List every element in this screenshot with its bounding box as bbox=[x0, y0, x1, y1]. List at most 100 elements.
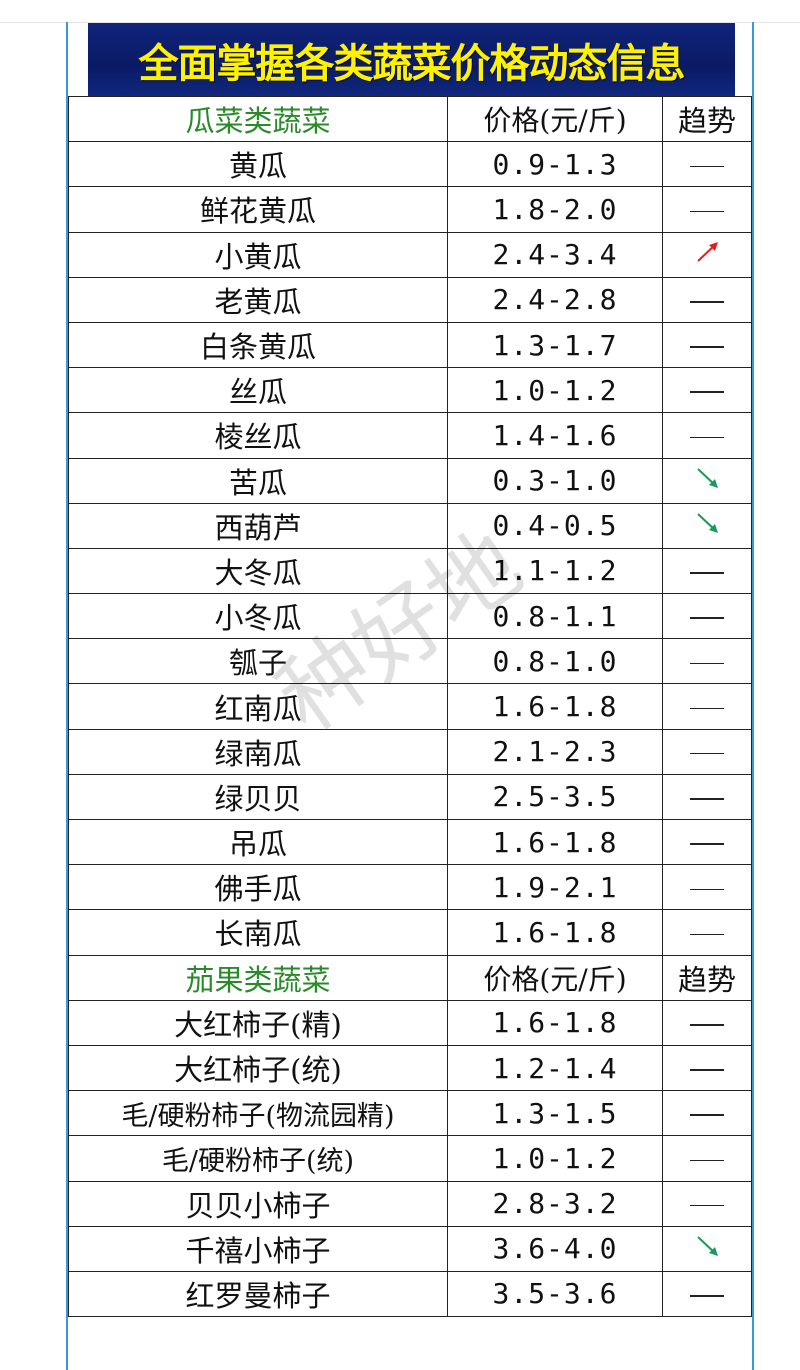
trend-cell bbox=[662, 141, 752, 188]
vegetable-name: 黄瓜 bbox=[68, 141, 448, 188]
table-row: 老黄瓜 2.4-2.8 bbox=[68, 276, 752, 323]
table-row: 吊瓜 1.6-1.8 bbox=[68, 818, 752, 866]
price-range: 0.8-1.0 bbox=[447, 638, 663, 685]
table-row: 苦瓜 0.3-1.0 bbox=[68, 457, 752, 504]
table-row: 小黄瓜 2.4-3.4 bbox=[68, 231, 752, 278]
trend-cell bbox=[662, 502, 752, 549]
trend-cell bbox=[662, 186, 752, 233]
trend-cell bbox=[662, 457, 752, 504]
price-range: 3.5-3.6 bbox=[447, 1270, 663, 1318]
trend-cell bbox=[662, 999, 752, 1046]
table-row: 绿南瓜 2.1-2.3 bbox=[68, 728, 752, 775]
title-banner: 全面掌握各类蔬菜价格动态信息 bbox=[88, 23, 735, 96]
table-row: 小冬瓜 0.8-1.1 bbox=[68, 593, 752, 640]
vegetable-name: 贝贝小柿子 bbox=[68, 1180, 448, 1227]
table-row: 丝瓜 1.0-1.2 bbox=[68, 367, 752, 414]
trend-flat-icon bbox=[690, 933, 724, 936]
price-range: 0.3-1.0 bbox=[447, 457, 663, 504]
trend-cell bbox=[662, 321, 752, 369]
table-row: 大红柿子(统) 1.2-1.4 bbox=[68, 1044, 752, 1092]
page-title: 全面掌握各类蔬菜价格动态信息 bbox=[138, 40, 686, 87]
trend-cell bbox=[662, 412, 752, 459]
trend-cell bbox=[662, 728, 752, 775]
table-row: 西葫芦 0.4-0.5 bbox=[68, 502, 752, 549]
vegetable-name: 苦瓜 bbox=[68, 457, 448, 504]
top-divider bbox=[0, 22, 800, 23]
section-header-row: 茄果类蔬菜 价格(元/斤) 趋势 bbox=[68, 954, 752, 1001]
trend-flat-icon bbox=[690, 572, 724, 574]
vegetable-name: 长南瓜 bbox=[68, 909, 448, 956]
frame-left-border bbox=[66, 22, 68, 1370]
trend-flat-icon bbox=[690, 798, 724, 800]
table-row: 大红柿子(精) 1.6-1.8 bbox=[68, 999, 752, 1046]
vegetable-name: 白条黄瓜 bbox=[68, 321, 448, 369]
price-range: 3.6-4.0 bbox=[447, 1225, 663, 1272]
vegetable-name: 大红柿子(统) bbox=[68, 1044, 448, 1092]
trend-cell bbox=[662, 1044, 752, 1092]
trend-flat-icon bbox=[690, 301, 724, 303]
trend-flat-icon bbox=[690, 617, 724, 619]
table-row: 瓠子 0.8-1.0 bbox=[68, 638, 752, 685]
trend-header: 趋势 bbox=[662, 95, 752, 143]
vegetable-name: 毛/硬粉柿子(物流园精) bbox=[68, 1090, 448, 1137]
trend-flat-icon bbox=[690, 843, 724, 845]
section-header-row: 瓜菜类蔬菜 价格(元/斤) 趋势 bbox=[68, 95, 752, 143]
trend-flat-icon bbox=[690, 662, 724, 665]
trend-cell bbox=[662, 1180, 752, 1227]
price-range: 1.4-1.6 bbox=[447, 412, 663, 459]
table-row: 红南瓜 1.6-1.8 bbox=[68, 683, 752, 730]
vegetable-name: 佛手瓜 bbox=[68, 864, 448, 911]
trend-flat-icon bbox=[690, 707, 724, 710]
price-range: 1.9-2.1 bbox=[447, 864, 663, 911]
trend-flat-icon bbox=[690, 888, 724, 891]
trend-flat-icon bbox=[690, 210, 724, 213]
trend-cell bbox=[662, 1270, 752, 1318]
trend-cell bbox=[662, 593, 752, 640]
trend-cell bbox=[662, 547, 752, 595]
vegetable-name: 红南瓜 bbox=[68, 683, 448, 730]
table-row: 白条黄瓜 1.3-1.7 bbox=[68, 321, 752, 369]
trend-cell bbox=[662, 1225, 752, 1272]
price-header: 价格(元/斤) bbox=[447, 95, 663, 143]
trend-down-icon bbox=[692, 1232, 722, 1266]
trend-flat-icon bbox=[690, 346, 724, 348]
price-range: 1.3-1.5 bbox=[447, 1090, 663, 1137]
vegetable-name: 红罗曼柿子 bbox=[68, 1270, 448, 1318]
price-range: 1.6-1.8 bbox=[447, 999, 663, 1046]
table-row: 千禧小柿子 3.6-4.0 bbox=[68, 1225, 752, 1272]
trend-flat-icon bbox=[690, 1295, 724, 1297]
trend-cell bbox=[662, 818, 752, 866]
vegetable-name: 丝瓜 bbox=[68, 367, 448, 414]
price-range: 2.1-2.3 bbox=[447, 728, 663, 775]
price-range: 2.5-3.5 bbox=[447, 773, 663, 821]
trend-cell bbox=[662, 638, 752, 685]
trend-down-icon bbox=[692, 464, 722, 498]
price-range: 0.9-1.3 bbox=[447, 141, 663, 188]
trend-flat-icon bbox=[690, 1159, 724, 1162]
trend-cell bbox=[662, 276, 752, 323]
price-range: 1.8-2.0 bbox=[447, 186, 663, 233]
trend-flat-icon bbox=[690, 436, 724, 439]
table-row: 佛手瓜 1.9-2.1 bbox=[68, 864, 752, 911]
frame-right-border bbox=[752, 22, 754, 1370]
table-row: 长南瓜 1.6-1.8 bbox=[68, 909, 752, 956]
vegetable-name: 西葫芦 bbox=[68, 502, 448, 549]
vegetable-name: 小冬瓜 bbox=[68, 593, 448, 640]
trend-cell bbox=[662, 1135, 752, 1182]
trend-flat-icon bbox=[690, 1069, 724, 1071]
price-range: 2.8-3.2 bbox=[447, 1180, 663, 1227]
vegetable-name: 千禧小柿子 bbox=[68, 1225, 448, 1272]
trend-cell bbox=[662, 909, 752, 956]
trend-flat-icon bbox=[690, 165, 724, 168]
trend-cell bbox=[662, 1090, 752, 1137]
price-range: 0.4-0.5 bbox=[447, 502, 663, 549]
trend-flat-icon bbox=[690, 752, 724, 755]
price-range: 2.4-3.4 bbox=[447, 231, 663, 278]
price-header: 价格(元/斤) bbox=[447, 954, 663, 1001]
vegetable-name: 毛/硬粉柿子(统) bbox=[68, 1135, 448, 1182]
price-range: 1.3-1.7 bbox=[447, 321, 663, 369]
trend-cell bbox=[662, 231, 752, 278]
category-label: 瓜菜类蔬菜 bbox=[68, 95, 448, 143]
vegetable-name: 鲜花黄瓜 bbox=[68, 186, 448, 233]
trend-down-icon bbox=[692, 509, 722, 543]
